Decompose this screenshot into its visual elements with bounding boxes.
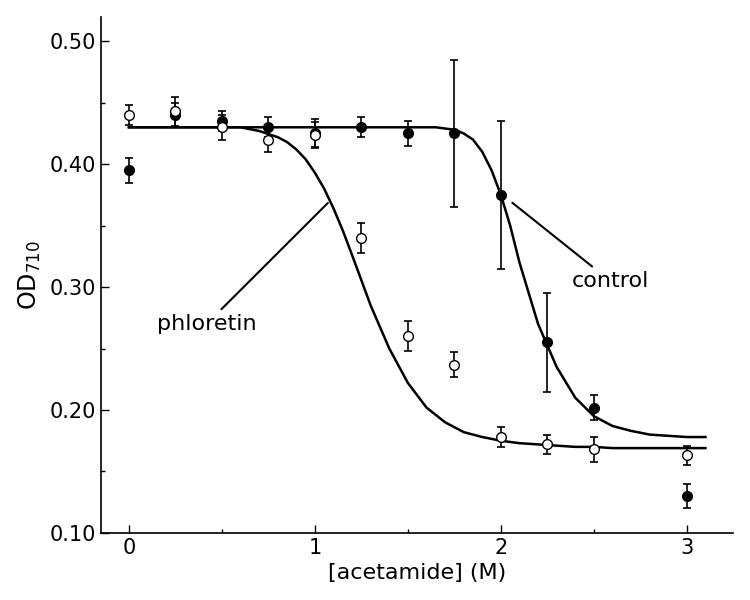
X-axis label: [acetamide] (M): [acetamide] (M) (328, 563, 506, 583)
Text: phloretin: phloretin (157, 203, 328, 334)
Text: control: control (512, 203, 649, 291)
Y-axis label: OD$_{710}$: OD$_{710}$ (16, 240, 43, 310)
